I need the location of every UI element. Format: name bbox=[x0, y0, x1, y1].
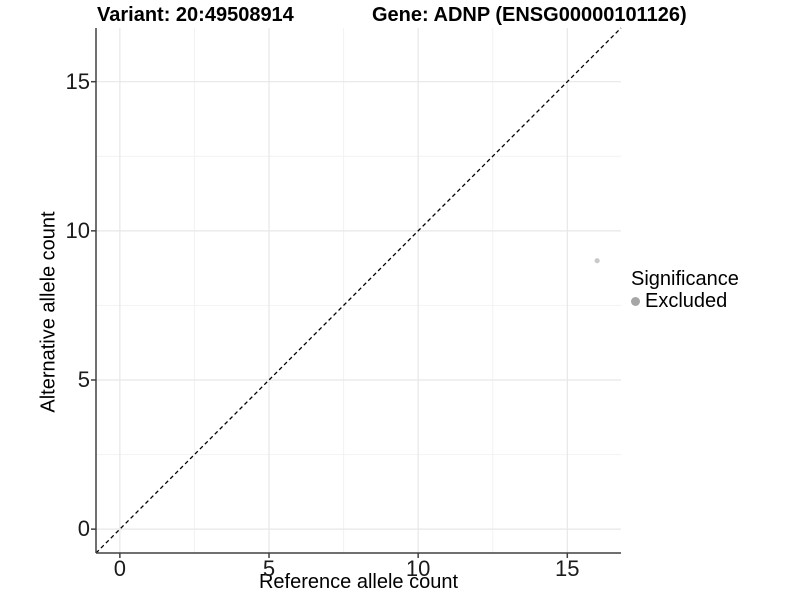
excluded-marker-icon bbox=[631, 297, 640, 306]
identity-line bbox=[95, 27, 622, 554]
x-axis-title: Reference allele count bbox=[258, 571, 458, 593]
x-tick-label: 5 bbox=[262, 556, 276, 581]
legend: Significance Excluded bbox=[631, 268, 739, 313]
y-tick-label: 5 bbox=[77, 366, 90, 392]
plot-title-gene: Gene: ADNP (ENSG00000101126) bbox=[372, 4, 687, 26]
plot-title-variant: Variant: 20:49508914 bbox=[97, 4, 294, 26]
y-tick-label: 0 bbox=[77, 516, 90, 542]
legend-item-label: Excluded bbox=[645, 290, 728, 312]
y-tick-label: 10 bbox=[65, 217, 90, 243]
x-tick-label: 0 bbox=[113, 556, 126, 581]
x-tick-label: 15 bbox=[555, 556, 580, 581]
data-point bbox=[594, 258, 600, 264]
x-tick-label: 10 bbox=[405, 556, 431, 581]
legend-item-excluded: Excluded bbox=[631, 290, 739, 313]
y-tick-label: 15 bbox=[65, 68, 90, 94]
legend-title: Significance bbox=[631, 268, 739, 290]
